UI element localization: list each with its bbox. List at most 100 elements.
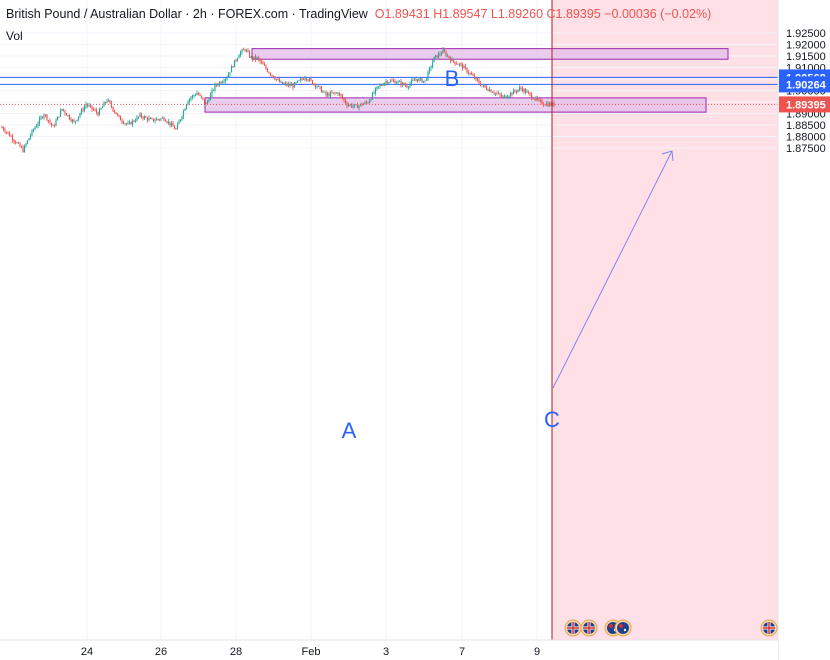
candle-body bbox=[491, 92, 494, 93]
au-event-icon-2[interactable] bbox=[614, 619, 632, 637]
candle-body bbox=[67, 115, 69, 117]
price-tick-label: 1.88500 bbox=[786, 120, 826, 132]
price-tick-label: 1.92500 bbox=[786, 28, 826, 40]
candle-body bbox=[461, 63, 464, 69]
candle-body bbox=[298, 80, 300, 81]
platform-name: TradingView bbox=[299, 7, 368, 21]
candle-body bbox=[196, 92, 198, 95]
candle-body bbox=[547, 103, 549, 107]
symbol-name[interactable]: British Pound / Australian Dollar bbox=[6, 7, 182, 21]
candle-body bbox=[38, 118, 41, 124]
candle-body bbox=[437, 53, 440, 58]
candle-body bbox=[256, 57, 258, 60]
candle-body bbox=[511, 92, 513, 95]
candle-body bbox=[232, 66, 234, 68]
candle-body bbox=[113, 110, 116, 113]
candle-body bbox=[482, 85, 485, 87]
lower-zone-box[interactable] bbox=[204, 97, 707, 113]
candle-body bbox=[292, 84, 294, 88]
candle-body bbox=[307, 79, 309, 81]
candle-body bbox=[202, 97, 204, 100]
candle-body bbox=[170, 123, 173, 126]
candle-body bbox=[184, 108, 186, 111]
candle-body bbox=[445, 51, 447, 56]
candle-body bbox=[284, 83, 287, 85]
price-tick-label: 1.88000 bbox=[786, 132, 826, 144]
candle-body bbox=[169, 121, 171, 126]
candle-body bbox=[326, 93, 329, 96]
interval[interactable]: 2h bbox=[192, 7, 207, 21]
candle-body bbox=[466, 68, 468, 73]
projection-arrow[interactable] bbox=[552, 150, 674, 389]
candle-body bbox=[224, 78, 227, 82]
arrow-shaft[interactable] bbox=[552, 150, 673, 389]
arrow-head[interactable] bbox=[661, 150, 674, 162]
candle-body bbox=[425, 79, 428, 81]
candle-body bbox=[394, 80, 396, 84]
candle-body bbox=[553, 102, 555, 106]
candle-body bbox=[506, 96, 509, 98]
candle-body bbox=[430, 66, 432, 69]
candle-body bbox=[200, 95, 203, 98]
uk-event-icon-1[interactable] bbox=[564, 619, 582, 637]
candle-body bbox=[151, 118, 153, 120]
candle-body bbox=[62, 108, 65, 111]
candle-body bbox=[26, 140, 29, 144]
candle-body bbox=[335, 92, 338, 94]
candle-body bbox=[535, 97, 537, 100]
candle-body bbox=[149, 118, 152, 119]
candle-body bbox=[100, 108, 102, 110]
candle-body bbox=[205, 103, 207, 105]
candle-body bbox=[158, 119, 161, 121]
uk-event-icon-3[interactable] bbox=[760, 619, 778, 637]
uk-event-icon-2[interactable] bbox=[580, 619, 598, 637]
candle-body bbox=[226, 77, 228, 79]
candle-body bbox=[248, 51, 251, 58]
pattern-labels: A B C bbox=[342, 66, 560, 443]
candle-body bbox=[227, 74, 230, 78]
candle-body bbox=[260, 61, 263, 63]
candle-body bbox=[233, 60, 236, 68]
candle-body bbox=[73, 119, 75, 122]
candle-body bbox=[2, 127, 5, 130]
candle-body bbox=[11, 136, 14, 141]
volume-label[interactable]: Vol bbox=[6, 29, 23, 43]
economic-events[interactable] bbox=[564, 619, 778, 637]
candle-body bbox=[368, 100, 371, 104]
candle-body bbox=[34, 127, 36, 130]
candle-body bbox=[265, 65, 267, 69]
candle-body bbox=[442, 49, 444, 54]
candle-body bbox=[118, 114, 120, 117]
candle-body bbox=[488, 89, 491, 91]
candle-body bbox=[245, 50, 248, 52]
grid-lines bbox=[0, 0, 778, 640]
candle-body bbox=[295, 82, 297, 84]
candle-body bbox=[340, 93, 342, 96]
candlestick-series bbox=[1, 47, 555, 153]
candle-body bbox=[220, 82, 222, 83]
candle-body bbox=[223, 81, 225, 82]
candle-body bbox=[148, 118, 150, 121]
candle-body bbox=[541, 100, 543, 105]
upper-zone-box[interactable] bbox=[251, 48, 729, 60]
candle-body bbox=[278, 79, 281, 83]
candle-body bbox=[20, 146, 23, 148]
candle-body bbox=[130, 122, 132, 125]
candle-body bbox=[334, 92, 336, 94]
candle-body bbox=[385, 81, 387, 84]
candle-body bbox=[215, 84, 218, 86]
candle-body bbox=[536, 97, 539, 100]
candle-body bbox=[527, 91, 530, 93]
candle-body bbox=[344, 100, 347, 104]
rectangle-zones[interactable] bbox=[204, 48, 729, 113]
time-axis[interactable]: 24 26 28 Feb 3 7 9 bbox=[0, 639, 778, 660]
candle-body bbox=[280, 81, 282, 83]
candle-body bbox=[166, 121, 168, 123]
candle-body bbox=[373, 92, 375, 94]
candle-body bbox=[5, 132, 8, 133]
candle-body bbox=[137, 116, 140, 118]
candle-body bbox=[479, 83, 482, 86]
candle-body bbox=[316, 86, 318, 88]
candle-body bbox=[68, 115, 71, 120]
